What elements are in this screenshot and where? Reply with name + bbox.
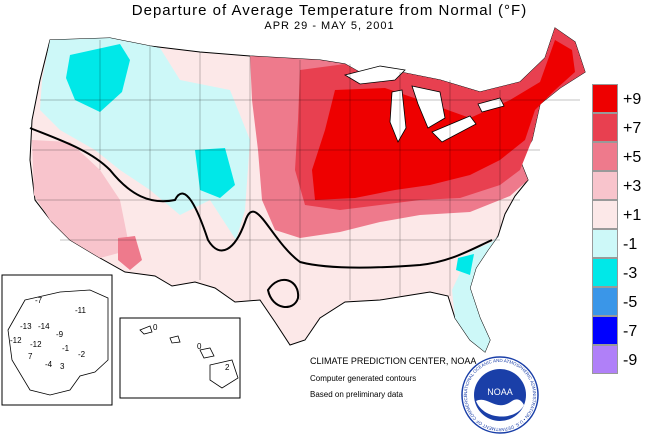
- page-title: Departure of Average Temperature from No…: [131, 2, 528, 19]
- zero-contour-line: [29, 127, 493, 269]
- color-legend: +9 +7 +5 +3 +1 -1 -3 -5 -7 -9: [592, 84, 658, 374]
- legend-swatch: [592, 287, 618, 316]
- lake-erie: [431, 115, 477, 143]
- legend-label: +9: [623, 91, 642, 108]
- legend-swatch: [592, 84, 618, 113]
- southeast-cool-area: [452, 236, 498, 352]
- legend-swatch: [592, 200, 618, 229]
- zero-contour-loop: [266, 278, 300, 308]
- legend-label: +5: [623, 149, 642, 166]
- legend-label: -9: [623, 352, 638, 369]
- legend-label: -7: [623, 323, 638, 340]
- credit-center: CLIMATE PREDICTION CENTER, NOAA: [310, 356, 477, 366]
- legend-label: +1: [623, 207, 642, 224]
- alaska-value: -13: [20, 322, 32, 331]
- alaska-value: 3: [60, 362, 65, 371]
- legend-label: +3: [623, 178, 642, 195]
- alaska-value: -4: [45, 360, 53, 369]
- alaska-value: -11: [75, 306, 86, 315]
- hawaii-value: 0: [153, 323, 158, 332]
- cold-core-north: [66, 44, 130, 112]
- midwest-max-warm-area: [312, 40, 575, 200]
- lake-huron: [411, 85, 446, 129]
- southeast-cold-core: [456, 254, 474, 275]
- legend-item: +3: [592, 171, 658, 200]
- alaska-value: -2: [78, 350, 86, 359]
- legend-item: -1: [592, 229, 658, 258]
- alaska-value: -12: [10, 336, 22, 345]
- legend-swatch: [592, 113, 618, 142]
- legend-item: -5: [592, 287, 658, 316]
- alaska-value: -14: [38, 322, 50, 331]
- legend-item: +9: [592, 84, 658, 113]
- date-range: APR 29 - MAY 5, 2001: [264, 20, 395, 32]
- alaska-value: 7: [28, 352, 33, 361]
- alaska-value: -9: [56, 330, 64, 339]
- credit-line-2: Computer generated contours: [310, 374, 417, 383]
- legend-item: -9: [592, 345, 658, 374]
- noaa-logo: NOAA NATIONAL OCEANIC AND ATMOSPHERIC AD…: [461, 356, 539, 434]
- legend-swatch: [592, 316, 618, 345]
- legend-label: -1: [623, 236, 638, 253]
- hawaii-value: 2: [225, 363, 230, 372]
- hawaii-islands: [139, 325, 239, 389]
- cold-core-rockies: [195, 148, 235, 198]
- alaska-landmass: [7, 289, 109, 396]
- hawaii-value: 0: [197, 342, 202, 351]
- legend-swatch: [592, 171, 618, 200]
- alaska-value: -7: [35, 296, 43, 305]
- legend-item: +5: [592, 142, 658, 171]
- credit-line-3: Based on preliminary data: [310, 390, 403, 399]
- legend-item: -3: [592, 258, 658, 287]
- legend-swatch: [592, 345, 618, 374]
- lake-michigan: [389, 89, 407, 143]
- southwest-warm-area: [32, 140, 130, 258]
- legend-swatch: [592, 142, 618, 171]
- legend-label: +7: [623, 120, 642, 137]
- legend-item: +7: [592, 113, 658, 142]
- legend-item: -7: [592, 316, 658, 345]
- state-grid: [32, 40, 580, 300]
- legend-swatch: [592, 258, 618, 287]
- legend-label: -3: [623, 265, 638, 282]
- noaa-logo-text: NOAA: [487, 387, 513, 397]
- alaska-value: -1: [62, 344, 70, 353]
- legend-swatch: [592, 229, 618, 258]
- southwest-warm-core: [118, 236, 142, 270]
- alaska-value: -12: [30, 340, 42, 349]
- legend-item: +1: [592, 200, 658, 229]
- legend-label: -5: [623, 294, 638, 311]
